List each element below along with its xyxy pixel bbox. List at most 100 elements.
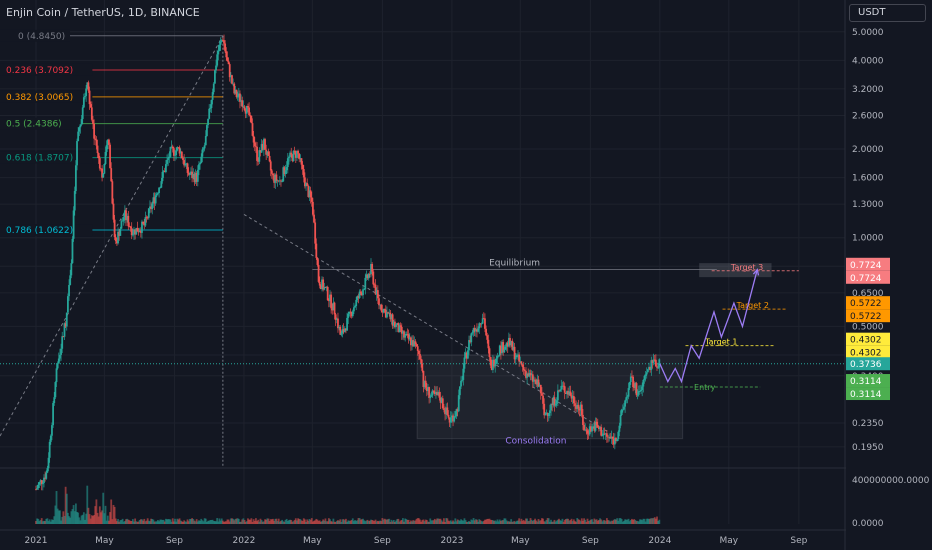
candle-body xyxy=(266,151,269,155)
volume-bar xyxy=(542,518,544,524)
volume-bar xyxy=(353,521,355,524)
symbol-title: Enjin Coin / TetherUS, 1D, BINANCE xyxy=(6,6,200,19)
volume-bar xyxy=(406,519,409,524)
candle-body xyxy=(289,152,292,157)
candle-body xyxy=(399,325,402,327)
candle-body xyxy=(283,167,286,175)
volume-bar xyxy=(522,520,525,524)
volume-bar xyxy=(298,518,301,524)
candle-body xyxy=(77,131,80,142)
volume-bar xyxy=(444,521,446,524)
volume-bar xyxy=(609,521,612,524)
volume-bar xyxy=(313,520,315,524)
candle-body xyxy=(335,318,338,320)
volume-bar xyxy=(59,510,61,524)
candle-body xyxy=(80,119,83,125)
volume-bar xyxy=(236,518,239,524)
volume-bar xyxy=(169,519,172,524)
candle-body xyxy=(535,380,538,385)
volume-bar xyxy=(307,520,310,524)
candle-body xyxy=(187,172,190,175)
volume-bar xyxy=(133,521,135,524)
candle-body xyxy=(232,83,235,85)
volume-bar xyxy=(591,519,593,524)
volume-bar xyxy=(116,521,118,524)
volume-bar xyxy=(282,521,285,524)
candle-body xyxy=(309,190,312,198)
volume-bar xyxy=(509,521,511,524)
candle-body xyxy=(192,173,195,179)
volume-bar xyxy=(326,521,329,524)
volume-bar xyxy=(342,519,345,524)
volume-bar xyxy=(535,520,538,524)
currency-select[interactable]: USDT xyxy=(849,4,926,22)
candle-body xyxy=(505,342,508,347)
candle-body xyxy=(395,324,397,328)
volume-bar xyxy=(290,519,293,524)
candle-body xyxy=(322,279,325,290)
candle-body xyxy=(405,334,408,336)
volume-bar xyxy=(519,521,522,524)
candle-body xyxy=(206,125,208,136)
candle-body xyxy=(509,337,511,346)
candle-body xyxy=(152,197,155,204)
candle-body xyxy=(596,424,599,428)
volume-bar xyxy=(608,520,611,524)
volume-bar xyxy=(52,520,54,524)
volume-bar xyxy=(515,520,518,524)
time-axis-tick: 2023 xyxy=(440,536,463,546)
volume-bar xyxy=(365,520,368,524)
volume-bar xyxy=(558,518,560,524)
volume-bar xyxy=(612,519,615,524)
candle-body xyxy=(457,395,460,412)
candle-body xyxy=(276,180,279,182)
candle-body xyxy=(543,403,546,416)
volume-bar xyxy=(456,519,459,524)
volume-bar xyxy=(49,521,52,524)
volume-bar xyxy=(526,518,529,524)
candle-body xyxy=(135,227,138,235)
volume-bar xyxy=(425,520,428,524)
volume-bar xyxy=(153,521,156,524)
candle-body xyxy=(220,40,223,42)
candle-body xyxy=(85,88,88,96)
candle-body xyxy=(451,415,453,418)
candle-body xyxy=(84,95,86,98)
volume-bar xyxy=(473,520,476,524)
candle-body xyxy=(133,229,135,235)
volume-bar xyxy=(461,520,464,524)
volume-bar xyxy=(345,518,347,524)
volume-bar xyxy=(57,510,60,524)
volume-bar xyxy=(54,505,57,524)
fib-label-bg xyxy=(0,29,70,42)
volume-bar xyxy=(658,519,661,524)
price-badge xyxy=(846,257,890,271)
candle-body xyxy=(476,329,478,332)
candle-body xyxy=(651,360,654,363)
volume-bar xyxy=(36,518,39,524)
candle-body xyxy=(243,106,246,111)
candle-body xyxy=(202,148,205,150)
volume-bar xyxy=(225,521,228,524)
candle-body xyxy=(567,391,570,395)
volume-bar xyxy=(529,518,532,524)
volume-bar xyxy=(284,519,287,524)
volume-bar xyxy=(621,521,624,524)
time-axis-tick: Sep xyxy=(166,536,183,546)
candle-body xyxy=(178,147,181,154)
candle-body xyxy=(137,231,140,233)
volume-bar xyxy=(89,518,92,524)
volume-bar xyxy=(239,521,241,524)
volume-bar xyxy=(129,521,132,524)
volume-bar xyxy=(440,520,443,524)
candle-body xyxy=(145,217,148,219)
volume-bar xyxy=(458,520,461,524)
candle-body xyxy=(424,380,427,388)
candle-body xyxy=(506,342,509,347)
candle-body xyxy=(293,150,296,152)
volume-bar xyxy=(202,521,205,524)
candle-body xyxy=(640,389,642,392)
candle-body xyxy=(174,155,176,156)
volume-bar xyxy=(347,520,350,524)
